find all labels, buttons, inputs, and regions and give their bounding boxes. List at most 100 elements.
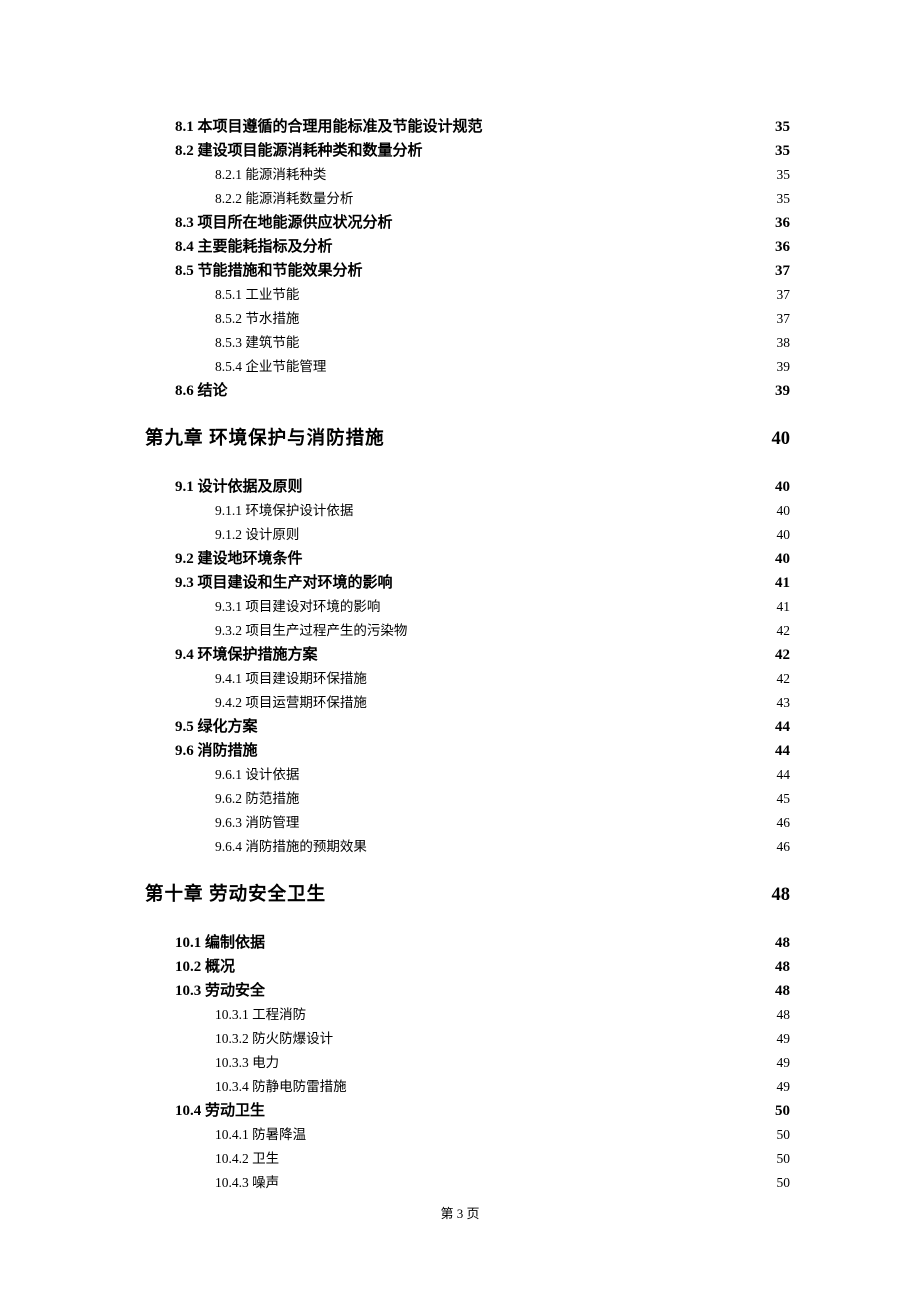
toc-entry: 10.3.2 防火防爆设计 49 — [215, 1027, 790, 1051]
toc-entry-label: 9.6.2 防范措施 — [215, 787, 299, 811]
toc-entry-label: 10.4.2 卫生 — [215, 1147, 279, 1171]
toc-entry-label: 9.1.2 设计原则 — [215, 523, 299, 547]
toc-entry: 8.2.1 能源消耗种类 35 — [215, 163, 790, 187]
toc-entry: 9.3 项目建设和生产对环境的影响 41 — [175, 571, 790, 595]
toc-entry: 9.4.1 项目建设期环保措施 42 — [215, 667, 790, 691]
toc-entry-label: 9.6.1 设计依据 — [215, 763, 299, 787]
toc-entry: 9.1 设计依据及原则 40 — [175, 475, 790, 499]
toc-entry: 10.3.4 防静电防雷措施 49 — [215, 1075, 790, 1099]
toc-entry: 8.2 建设项目能源消耗种类和数量分析 35 — [175, 139, 790, 163]
toc-entry-page: 36 — [773, 211, 790, 235]
toc-entry: 9.1.2 设计原则 40 — [215, 523, 790, 547]
toc-entry: 10.3.1 工程消防 48 — [215, 1003, 790, 1027]
toc-entry-page: 37 — [773, 259, 790, 283]
toc-entry: 9.3.1 项目建设对环境的影响 41 — [215, 595, 790, 619]
toc-entry-label: 10.4.3 噪声 — [215, 1171, 279, 1195]
toc-entry: 9.6.1 设计依据 44 — [215, 763, 790, 787]
toc-entry: 8.6 结论 39 — [175, 379, 790, 403]
toc-entry: 9.4.2 项目运营期环保措施 43 — [215, 691, 790, 715]
toc-entry: 9.2 建设地环境条件 40 — [175, 547, 790, 571]
toc-entry-page: 45 — [775, 787, 791, 811]
toc-entry-page: 42 — [775, 667, 791, 691]
toc-entry: 8.3 项目所在地能源供应状况分析 36 — [175, 211, 790, 235]
toc-entry-label: 10.1 编制依据 — [175, 931, 265, 955]
toc-entry-page: 42 — [775, 619, 791, 643]
toc-entry-label: 8.5.1 工业节能 — [215, 283, 299, 307]
toc-entry: 9.6.3 消防管理 46 — [215, 811, 790, 835]
toc-entry: 8.5.2 节水措施 37 — [215, 307, 790, 331]
toc-entry-page: 41 — [773, 571, 790, 595]
toc-entry-label: 第十章 劳动安全卫生 — [145, 883, 326, 907]
toc-entry: 9.5 绿化方案 44 — [175, 715, 790, 739]
toc-entry-label: 9.2 建设地环境条件 — [175, 547, 303, 571]
toc-entry-label: 10.3.2 防火防爆设计 — [215, 1027, 333, 1051]
toc-entry-page: 50 — [775, 1123, 791, 1147]
toc-entry: 10.3.3 电力 49 — [215, 1051, 790, 1075]
toc-entry-page: 38 — [775, 331, 791, 355]
toc-entry: 8.2.2 能源消耗数量分析 35 — [215, 187, 790, 211]
toc-entry-page: 48 — [773, 979, 790, 1003]
toc-entry-label: 10.3.1 工程消防 — [215, 1003, 306, 1027]
page-number-label: 第 3 页 — [440, 1206, 479, 1221]
toc-entry-page: 35 — [773, 139, 790, 163]
toc-entry-page: 40 — [775, 499, 791, 523]
toc-entry-page: 36 — [773, 235, 790, 259]
toc-entry-page: 49 — [775, 1051, 791, 1075]
toc-entry-label: 8.6 结论 — [175, 379, 228, 403]
toc-entry-label: 8.5.4 企业节能管理 — [215, 355, 326, 379]
toc-entry: 8.5 节能措施和节能效果分析 37 — [175, 259, 790, 283]
toc-entry-label: 10.4.1 防暑降温 — [215, 1123, 306, 1147]
toc-entry-page: 41 — [775, 595, 791, 619]
toc-entry-label: 9.3 项目建设和生产对环境的影响 — [175, 571, 393, 595]
toc-entry-page: 37 — [775, 283, 791, 307]
toc-entry-label: 9.4.2 项目运营期环保措施 — [215, 691, 367, 715]
toc-entry: 8.5.4 企业节能管理 39 — [215, 355, 790, 379]
toc-entry: 9.3.2 项目生产过程产生的污染物 42 — [215, 619, 790, 643]
toc-entry-label: 8.3 项目所在地能源供应状况分析 — [175, 211, 393, 235]
toc-entry-page: 48 — [770, 883, 791, 907]
toc-entry: 8.5.3 建筑节能 38 — [215, 331, 790, 355]
toc-entry: 8.1 本项目遵循的合理用能标准及节能设计规范 35 — [175, 115, 790, 139]
toc-container: 8.1 本项目遵循的合理用能标准及节能设计规范 358.2 建设项目能源消耗种类… — [145, 115, 790, 1195]
toc-entry: 10.3 劳动安全 48 — [175, 979, 790, 1003]
toc-entry-label: 10.2 概况 — [175, 955, 235, 979]
toc-entry-label: 9.1.1 环境保护设计依据 — [215, 499, 353, 523]
toc-entry-page: 39 — [773, 379, 790, 403]
toc-entry: 9.6 消防措施 44 — [175, 739, 790, 763]
toc-entry-page: 50 — [773, 1099, 790, 1123]
toc-entry-label: 8.5.2 节水措施 — [215, 307, 299, 331]
toc-entry-page: 49 — [775, 1075, 791, 1099]
toc-entry-page: 49 — [775, 1027, 791, 1051]
toc-entry-page: 40 — [773, 547, 790, 571]
toc-entry: 10.4 劳动卫生 50 — [175, 1099, 790, 1123]
toc-entry-page: 44 — [773, 715, 790, 739]
toc-entry-label: 第九章 环境保护与消防措施 — [145, 427, 385, 451]
toc-entry-page: 42 — [773, 643, 790, 667]
toc-entry-page: 40 — [773, 475, 790, 499]
toc-entry-label: 9.6.3 消防管理 — [215, 811, 299, 835]
toc-entry-label: 8.5 节能措施和节能效果分析 — [175, 259, 363, 283]
toc-entry-page: 43 — [775, 691, 791, 715]
toc-entry-page: 46 — [775, 811, 791, 835]
toc-entry: 9.1.1 环境保护设计依据 40 — [215, 499, 790, 523]
toc-entry: 9.4 环境保护措施方案 42 — [175, 643, 790, 667]
toc-entry-page: 44 — [773, 739, 790, 763]
toc-entry-label: 8.1 本项目遵循的合理用能标准及节能设计规范 — [175, 115, 483, 139]
toc-entry: 10.4.3 噪声 50 — [215, 1171, 790, 1195]
toc-entry: 10.4.1 防暑降温 50 — [215, 1123, 790, 1147]
toc-entry-label: 8.2.2 能源消耗数量分析 — [215, 187, 353, 211]
toc-entry: 9.6.2 防范措施 45 — [215, 787, 790, 811]
toc-entry: 第十章 劳动安全卫生 48 — [145, 883, 790, 907]
toc-entry-label: 9.1 设计依据及原则 — [175, 475, 303, 499]
toc-entry-page: 48 — [773, 955, 790, 979]
toc-entry-label: 8.5.3 建筑节能 — [215, 331, 299, 355]
toc-entry-page: 35 — [775, 187, 791, 211]
toc-entry-label: 8.4 主要能耗指标及分析 — [175, 235, 333, 259]
toc-entry-page: 37 — [775, 307, 791, 331]
toc-entry: 8.5.1 工业节能 37 — [215, 283, 790, 307]
toc-entry-page: 46 — [775, 835, 791, 859]
toc-entry-label: 9.4 环境保护措施方案 — [175, 643, 318, 667]
toc-entry-page: 48 — [773, 931, 790, 955]
toc-entry: 9.6.4 消防措施的预期效果 46 — [215, 835, 790, 859]
toc-entry-label: 10.3.4 防静电防雷措施 — [215, 1075, 347, 1099]
